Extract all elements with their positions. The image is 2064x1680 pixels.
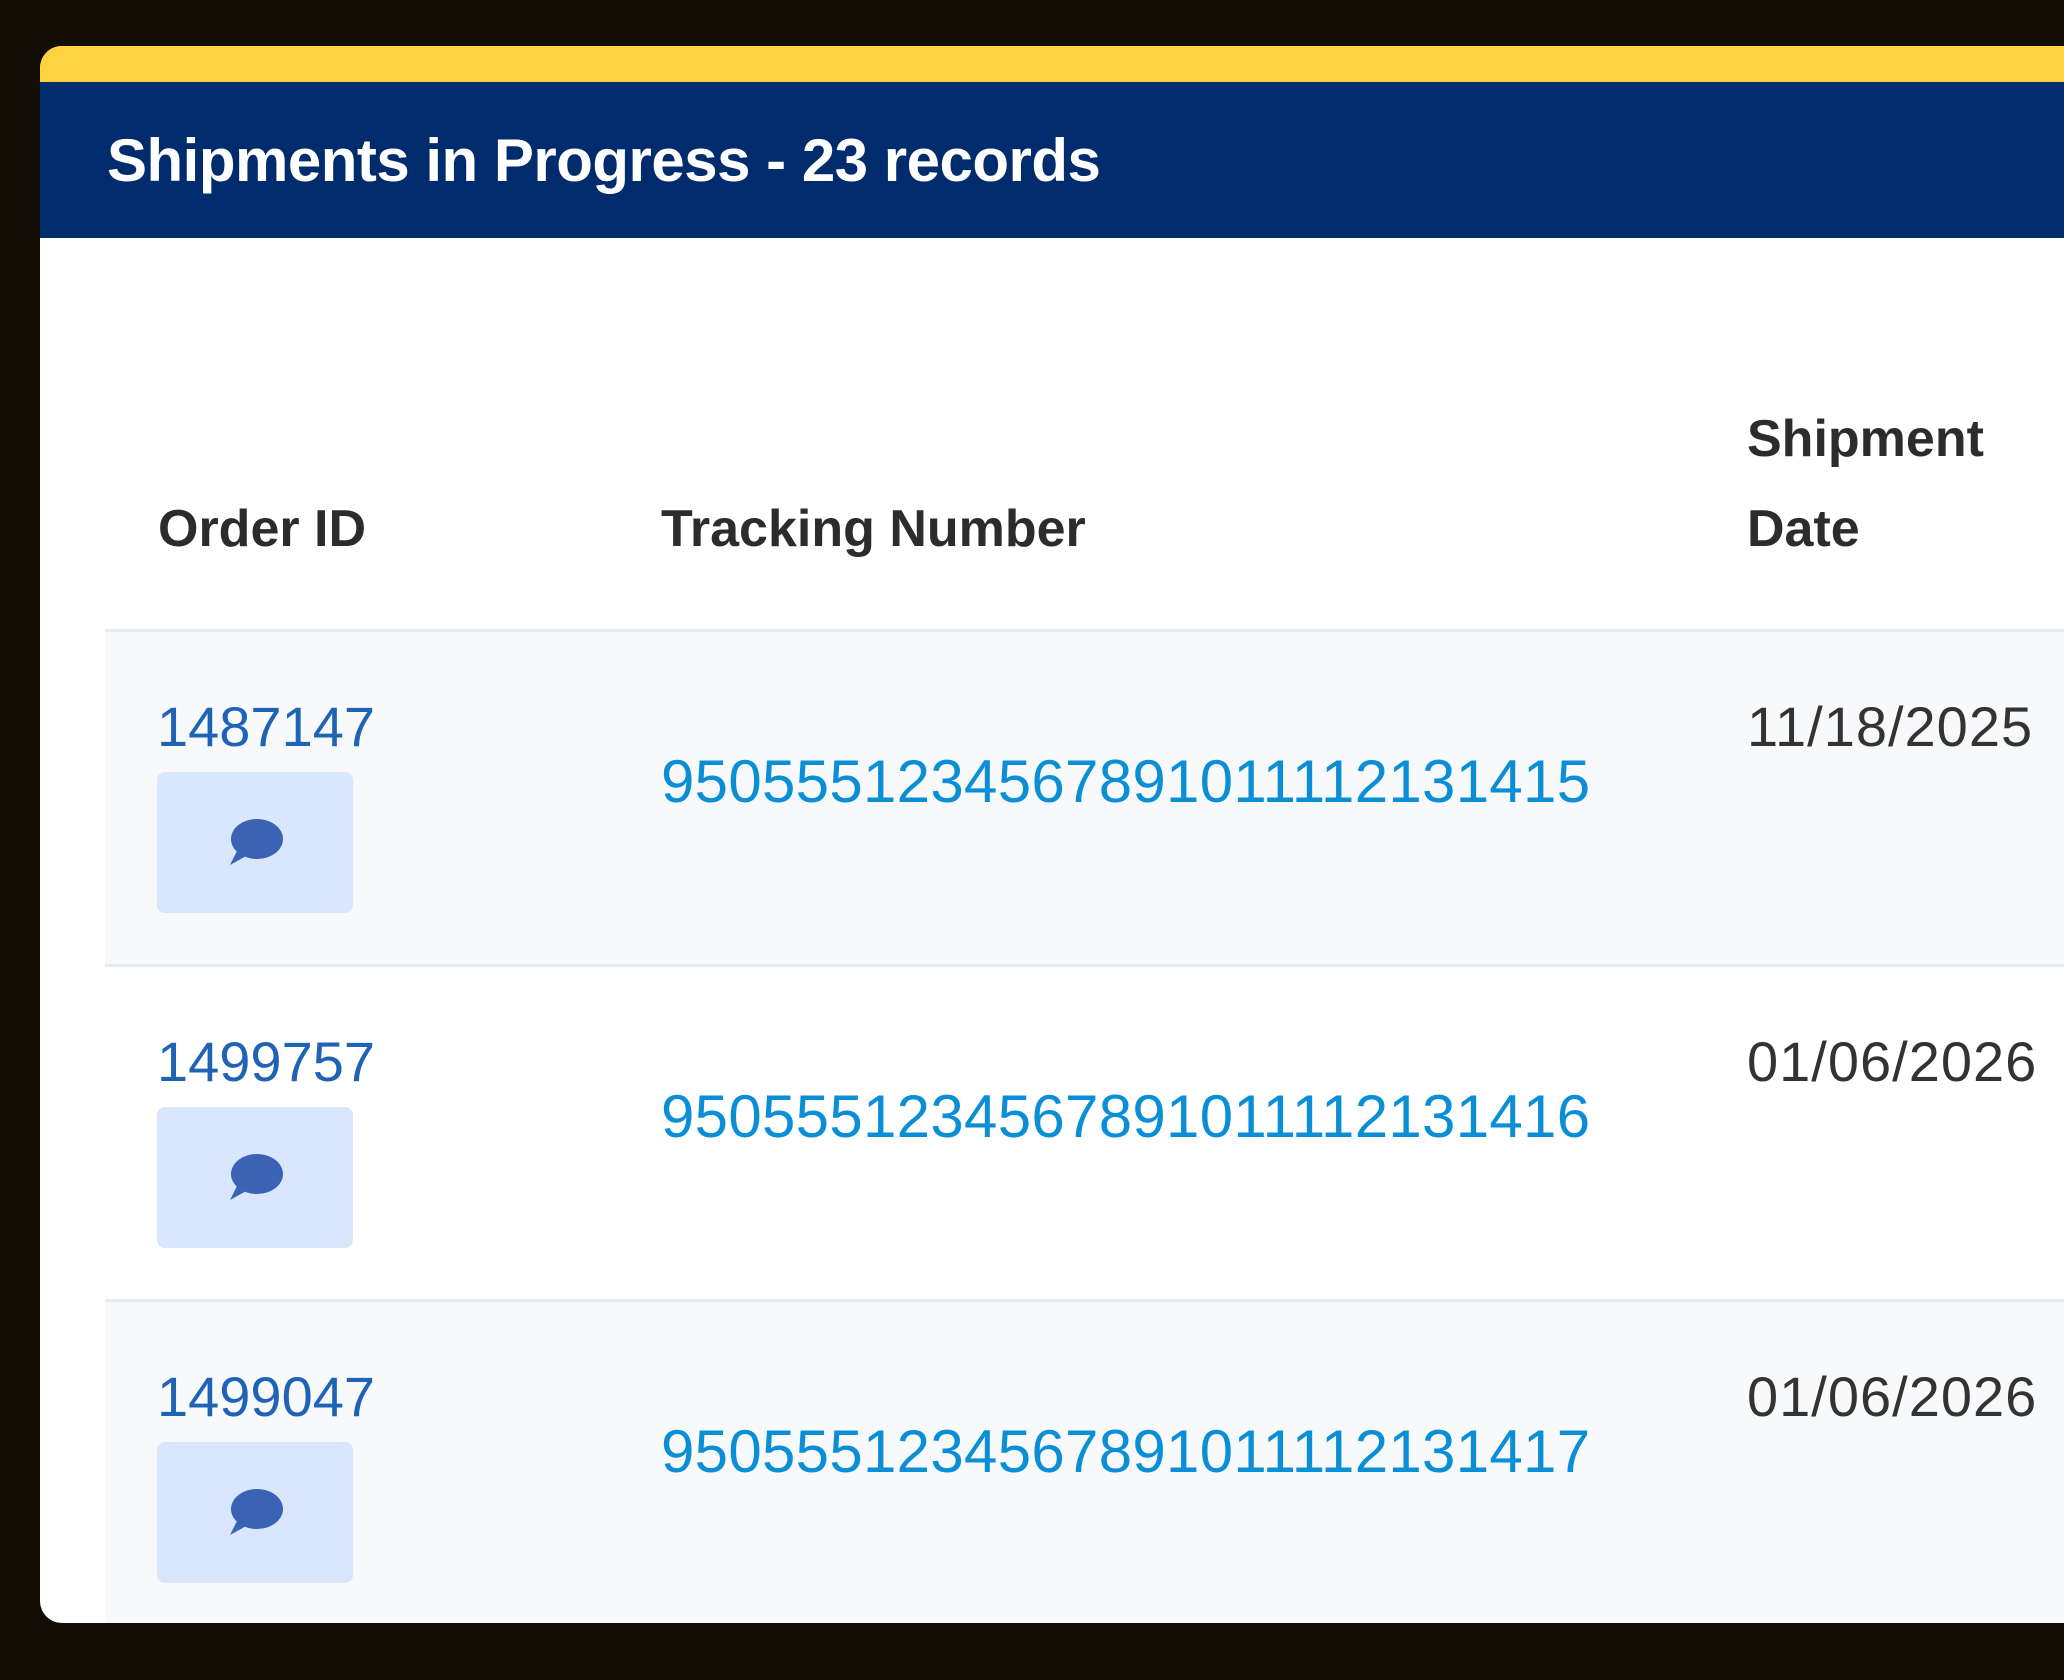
order-id-link[interactable]: 1487147 bbox=[157, 695, 376, 758]
comment-button[interactable] bbox=[157, 1442, 353, 1583]
comment-button[interactable] bbox=[157, 772, 353, 913]
column-header-tracking-number: Tracking Number bbox=[661, 500, 1086, 558]
order-id-link[interactable]: 1499757 bbox=[157, 1030, 376, 1093]
tracking-number-link[interactable]: 9505551234567891011112131417 bbox=[661, 1418, 1591, 1485]
column-header-order-id: Order ID bbox=[158, 500, 367, 558]
column-header-shipment-date-line2: Date bbox=[1747, 500, 1860, 558]
table-row: 1499047 9505551234567891011112131417 01/… bbox=[105, 1302, 2064, 1623]
shipment-date: 01/06/2026 bbox=[1747, 1365, 2038, 1428]
card-title: Shipments in Progress - 23 records bbox=[107, 126, 1101, 194]
comment-icon bbox=[230, 1153, 283, 1200]
table-header: Order ID Tracking Number Shipment Date bbox=[105, 284, 2064, 632]
accent-bar bbox=[40, 46, 2064, 82]
table-row: 1499757 9505551234567891011112131416 01/… bbox=[105, 967, 2064, 1302]
tracking-number-link[interactable]: 9505551234567891011112131415 bbox=[661, 748, 1591, 815]
comment-button[interactable] bbox=[157, 1107, 353, 1248]
shipments-card: Shipments in Progress - 23 records Order… bbox=[40, 46, 2064, 1623]
shipments-table: Order ID Tracking Number Shipment Date 1… bbox=[105, 284, 2064, 1623]
table-row: 1487147 9505551234567891011112131415 11/… bbox=[105, 632, 2064, 967]
column-header-shipment-date-line1: Shipment bbox=[1747, 410, 1984, 468]
shipment-date: 01/06/2026 bbox=[1747, 1030, 2038, 1093]
comment-icon bbox=[230, 1488, 283, 1535]
tracking-number-link[interactable]: 9505551234567891011112131416 bbox=[661, 1083, 1591, 1150]
shipment-date: 11/18/2025 bbox=[1747, 695, 2034, 758]
comment-icon bbox=[230, 818, 283, 865]
card-header: Shipments in Progress - 23 records bbox=[40, 82, 2064, 238]
order-id-link[interactable]: 1499047 bbox=[157, 1365, 376, 1428]
